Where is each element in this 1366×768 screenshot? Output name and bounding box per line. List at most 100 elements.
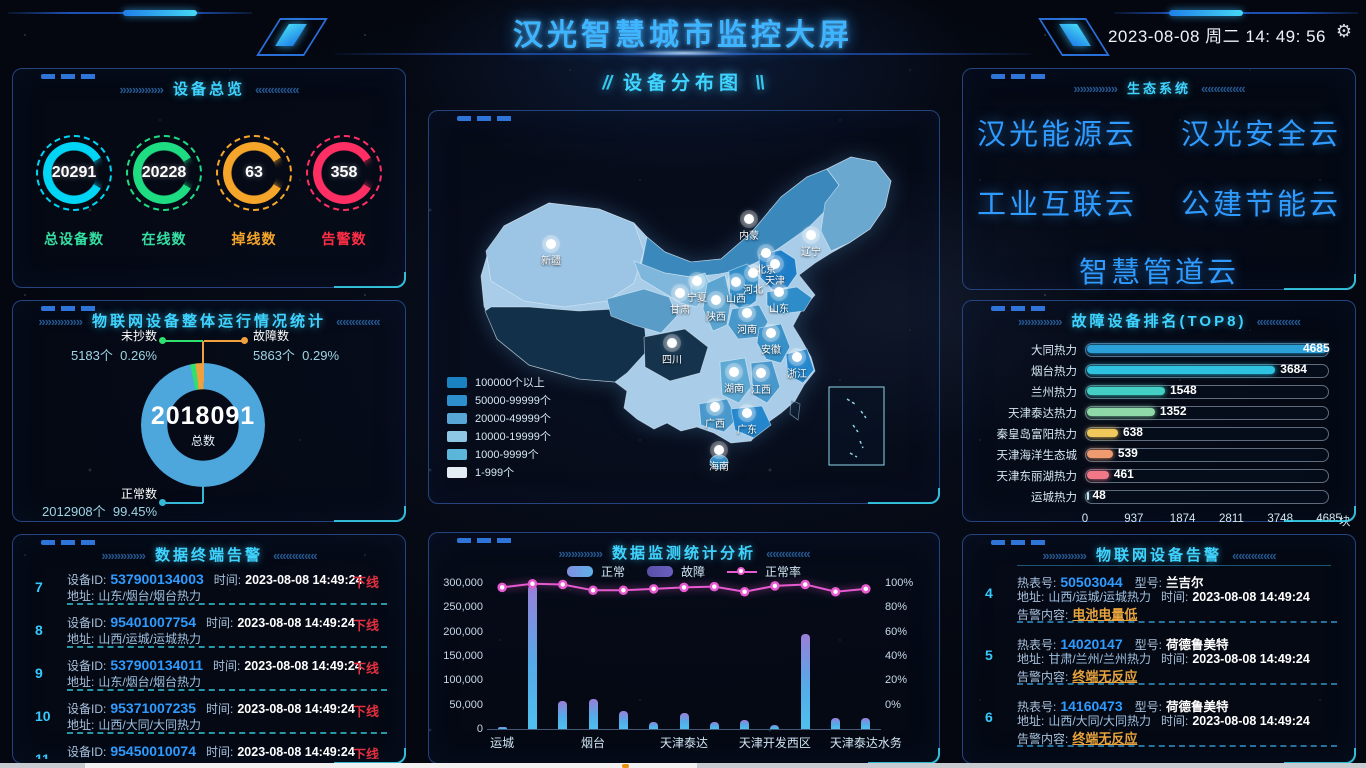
legend-label: 100000个以上 bbox=[475, 377, 545, 389]
model-label: 型号: bbox=[1134, 638, 1162, 652]
ranking-track: 1352 bbox=[1085, 404, 1329, 420]
segment-value-normal: 2012908个 99.45% bbox=[42, 504, 157, 519]
status-badge: 下线 bbox=[352, 704, 379, 719]
ranking-track: 539 bbox=[1085, 446, 1329, 462]
title-deco-left bbox=[101, 548, 145, 563]
ranking-track: 1548 bbox=[1085, 383, 1329, 399]
eco-link-pipeline-cloud[interactable]: 智慧管道云 bbox=[1078, 257, 1239, 289]
province-marker-icon bbox=[692, 276, 702, 286]
device-id-label: 设备ID: bbox=[67, 702, 107, 716]
province-marker-icon bbox=[774, 287, 784, 297]
callout-line bbox=[165, 502, 203, 504]
row-divider bbox=[1017, 621, 1337, 623]
title-slash-right bbox=[755, 73, 764, 95]
ranking-fill bbox=[1087, 407, 1155, 416]
province-label: 江西 bbox=[751, 385, 771, 396]
row-index: 10 bbox=[35, 708, 51, 724]
province-label: 新疆 bbox=[541, 256, 561, 267]
ranking-row: 秦皇岛富阳热力 638 bbox=[981, 423, 1329, 444]
eco-link-security-cloud[interactable]: 汉光安全云 bbox=[1181, 119, 1342, 151]
device-id: 95401007754 bbox=[110, 614, 196, 630]
row-index: 6 bbox=[985, 709, 993, 725]
title-deco-right bbox=[1256, 314, 1300, 329]
ranking-fill bbox=[1087, 365, 1276, 374]
content-label: 告警内容: bbox=[1017, 732, 1069, 746]
alarm-time: 2023-08-08 14:49:24 bbox=[245, 573, 363, 587]
title-deco-left bbox=[558, 546, 602, 561]
province-marker-icon bbox=[806, 230, 816, 240]
row-index: 7 bbox=[35, 579, 43, 595]
province-markers: 新疆 内蒙 辽宁 北京 天津 河北 山西 山东 宁夏 甘肃 陕西 河南 安徽 浙江 江西 湖南 四川 广西 广东 海南 bbox=[429, 111, 939, 503]
callout-line bbox=[204, 340, 242, 342]
ranking-fill bbox=[1087, 344, 1327, 353]
x-axis-label: 烟台 bbox=[581, 736, 606, 750]
meter-label: 热表号: bbox=[1017, 700, 1057, 714]
gauge-group: 20291 总设备数 20228 在线数 63 掉线数 358 告警数 bbox=[13, 135, 405, 249]
province-label: 内蒙 bbox=[739, 231, 759, 242]
y-axis-tick-left: 300,000 bbox=[443, 577, 483, 589]
title-deco-right bbox=[1232, 548, 1276, 563]
row-index: 8 bbox=[35, 622, 43, 638]
title-deco-right bbox=[273, 548, 317, 563]
y-axis-tick-right: 40% bbox=[885, 650, 908, 662]
row-divider bbox=[67, 732, 387, 734]
device-id-label: 设备ID: bbox=[67, 616, 107, 630]
legend-swatch bbox=[447, 466, 467, 478]
time-label: 时间: bbox=[1161, 590, 1189, 604]
terminal-alarm-row: 7 设备ID: 537900134003 时间: 2023-08-08 14:49:2… bbox=[27, 571, 391, 614]
ranking-row: 天津泰达热力 1352 bbox=[981, 402, 1329, 423]
province-marker-icon bbox=[756, 368, 766, 378]
province-label: 山东 bbox=[769, 304, 789, 315]
status-badge: 下线 bbox=[352, 661, 379, 676]
province-marker-icon bbox=[729, 367, 739, 377]
eco-link-building-cloud[interactable]: 公建节能云 bbox=[1181, 189, 1342, 221]
ranking-value: 3684 bbox=[1280, 361, 1307, 376]
callout-dot-fault bbox=[241, 337, 248, 344]
time-label: 时间: bbox=[206, 745, 234, 759]
title-deco-left bbox=[119, 82, 163, 97]
ranking-value: 4685 bbox=[1302, 340, 1330, 355]
meter-model: 荷德鲁美特 bbox=[1165, 638, 1229, 652]
legend-swatch bbox=[447, 448, 467, 460]
content-label: 告警内容: bbox=[1017, 670, 1069, 684]
addr-label: 地址: bbox=[67, 718, 95, 732]
province-marker-icon bbox=[744, 214, 754, 224]
gauge-alarm: 358 告警数 bbox=[301, 135, 387, 249]
meter-label: 热表号: bbox=[1017, 576, 1057, 590]
bar-normal bbox=[618, 711, 628, 729]
status-badge: 下线 bbox=[352, 618, 379, 633]
status-badge: 下线 bbox=[352, 575, 379, 590]
device-id: 95371007235 bbox=[110, 700, 196, 716]
ranking-row: 兰州热力 1548 bbox=[981, 381, 1329, 402]
header-accent-right bbox=[1169, 10, 1243, 16]
province-marker-icon bbox=[770, 259, 780, 269]
province-label: 广东 bbox=[737, 425, 757, 436]
row-divider bbox=[67, 646, 387, 648]
content-label: 告警内容: bbox=[1017, 608, 1069, 622]
background-window-dot bbox=[622, 764, 629, 768]
legend-item: 50000-99999个 bbox=[447, 391, 551, 409]
ranking-value: 461 bbox=[1113, 466, 1134, 481]
legend-swatch-fault bbox=[646, 566, 673, 577]
eco-link-energy-cloud[interactable]: 汉光能源云 bbox=[976, 119, 1137, 151]
callout-line bbox=[165, 340, 203, 342]
settings-gear-icon[interactable] bbox=[1336, 21, 1352, 42]
province-label: 陕西 bbox=[706, 312, 726, 323]
page-title: 汉光智慧城市监控大屏 bbox=[513, 19, 853, 52]
legend-swatch bbox=[447, 394, 467, 406]
callout-dot-unread bbox=[159, 337, 166, 344]
title-deco-right bbox=[1201, 81, 1245, 96]
ranking-fill bbox=[1087, 491, 1089, 500]
addr-label: 地址: bbox=[1017, 652, 1045, 666]
terminal-alarm-row: 9 设备ID: 537900134011 时间: 2023-08-08 14:49:2… bbox=[27, 657, 391, 700]
title-deco-left bbox=[38, 314, 82, 329]
donut-center: 2018091 总数 bbox=[141, 363, 265, 487]
ranking-value: 48 bbox=[1092, 487, 1106, 502]
background-window-edge bbox=[0, 763, 1366, 768]
alarm-content: 终端无反应 bbox=[1072, 669, 1138, 684]
device-address: 山东/烟台/烟台热力 bbox=[98, 675, 202, 689]
title-deco-left bbox=[1042, 548, 1086, 563]
datetime-display: 2023-08-08 周二 14: 49: 56 bbox=[1107, 27, 1326, 46]
eco-link-industry-cloud[interactable]: 工业互联云 bbox=[976, 189, 1137, 221]
device-address: 山西/大同/大同热力 bbox=[98, 718, 202, 732]
